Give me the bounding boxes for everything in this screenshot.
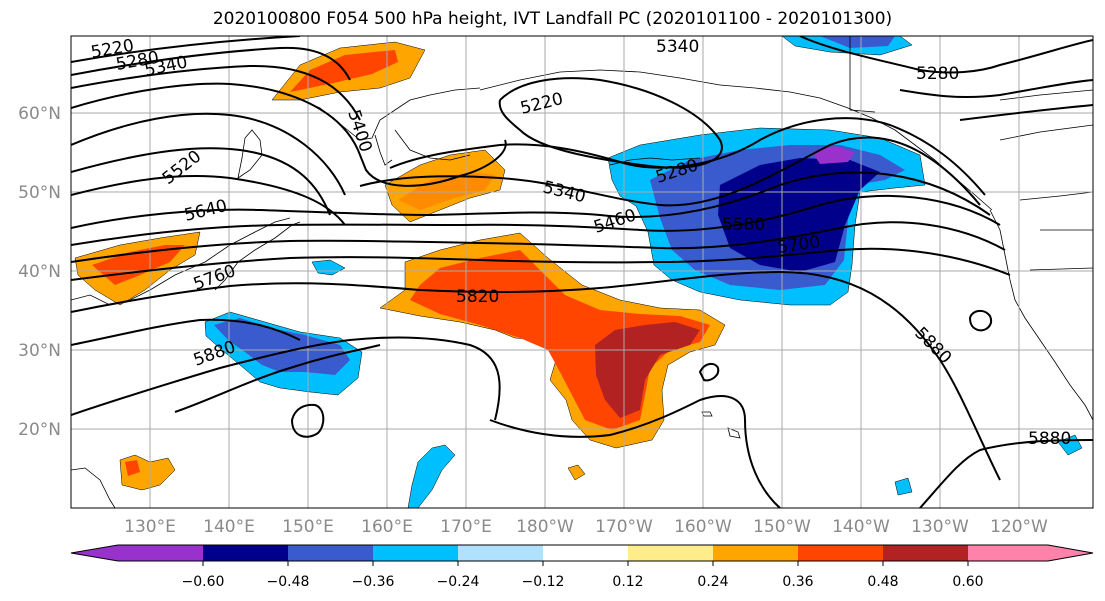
lon-label: 170°E	[440, 517, 492, 537]
map-panel: 5220 5280 5340 5400 5220 5340 5280 5340 …	[71, 36, 1093, 508]
lat-label: 20°N	[18, 420, 61, 440]
lon-label: 180°W	[516, 517, 574, 537]
lon-label: 160°E	[361, 517, 413, 537]
lat-lon-grid	[71, 36, 1093, 508]
colorbar-tick-label: 0.60	[952, 574, 983, 590]
colorbar-ticks	[202, 561, 969, 566]
colorbar-tick-label: −0.24	[437, 574, 480, 590]
map-frame	[70, 35, 1094, 509]
latitude-labels: 60°N 50°N 40°N 30°N 20°N	[18, 104, 61, 440]
colorbar-bin	[628, 545, 713, 561]
lon-label: 130°W	[911, 517, 969, 537]
colorbar-tick-label: −0.36	[352, 574, 395, 590]
lat-label: 60°N	[18, 104, 61, 124]
lon-label: 120°W	[990, 517, 1048, 537]
colorbar-tick-label: 0.24	[697, 574, 728, 590]
colorbar-bin	[288, 545, 373, 561]
contour-label: 5580	[722, 215, 765, 235]
colorbar-bin	[203, 545, 288, 561]
longitude-labels: 130°E 140°E 150°E 160°E 170°E 180°W 170°…	[124, 517, 1048, 537]
contour-label: 5280	[916, 64, 959, 84]
lon-label: 170°W	[595, 517, 653, 537]
lat-label: 40°N	[18, 262, 61, 282]
lon-label: 150°W	[753, 517, 811, 537]
contour-label: 5340	[656, 37, 699, 57]
colorbar-tick-label: −0.60	[182, 574, 225, 590]
colorbar-bin	[713, 545, 798, 561]
colorbar-tick-label: 0.12	[612, 574, 643, 590]
colorbar-bin	[373, 545, 458, 561]
colorbar-tick-label: −0.48	[267, 574, 310, 590]
colorbar-bin	[543, 545, 628, 561]
colorbar-bin	[458, 545, 543, 561]
lon-label: 140°W	[832, 517, 890, 537]
colorbar-outline	[70, 544, 1094, 562]
colorbar-bin	[883, 545, 968, 561]
lon-label: 150°E	[282, 517, 334, 537]
lat-label: 50°N	[18, 183, 61, 203]
lat-label: 30°N	[18, 341, 61, 361]
colorbar-extend-min	[71, 545, 118, 561]
colorbar-tick-label: 0.36	[782, 574, 813, 590]
colorbar-extend-max	[1048, 545, 1093, 561]
colorbar-bin	[968, 545, 1048, 561]
lon-label: 160°W	[674, 517, 732, 537]
contour-label: 5820	[456, 287, 499, 307]
height-contours	[71, 36, 1093, 508]
lon-label: 140°E	[203, 517, 255, 537]
colorbar-tick-label: 0.48	[867, 574, 898, 590]
colorbar-bin	[798, 545, 883, 561]
lon-label: 130°E	[124, 517, 176, 537]
colorbar-tick-label: −0.12	[522, 574, 565, 590]
contour-label: 5880	[1028, 429, 1071, 449]
colorbar-bin	[118, 545, 203, 561]
map-title: 2020100800 F054 500 hPa height, IVT Land…	[212, 9, 893, 29]
colorbar: −0.60 −0.48 −0.36 −0.24 −0.12 0.12 0.24 …	[70, 544, 1094, 590]
